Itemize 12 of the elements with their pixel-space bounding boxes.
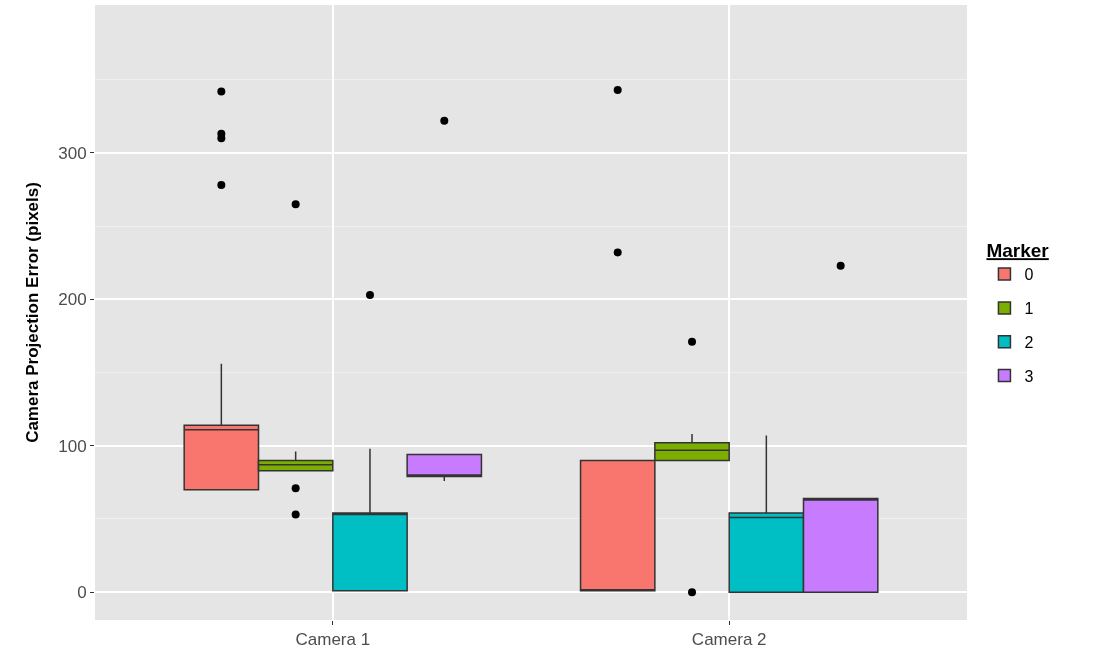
y-tick-label: 0 xyxy=(77,583,87,603)
y-tick-label: 300 xyxy=(58,143,87,163)
legend-label: 1 xyxy=(1024,300,1034,318)
legend-label: 0 xyxy=(1024,266,1034,284)
y-axis-title: Camera Projection Error (pixels) xyxy=(22,182,42,443)
legend-label: 2 xyxy=(1024,333,1034,351)
legend-title: Marker xyxy=(986,240,1050,262)
y-tick-label: 200 xyxy=(58,290,87,310)
x-tick-label: Camera 1 xyxy=(295,630,371,650)
y-tick-label: 100 xyxy=(58,436,87,456)
x-tick-label: Camera 2 xyxy=(691,630,767,650)
legend-label: 3 xyxy=(1024,367,1034,385)
